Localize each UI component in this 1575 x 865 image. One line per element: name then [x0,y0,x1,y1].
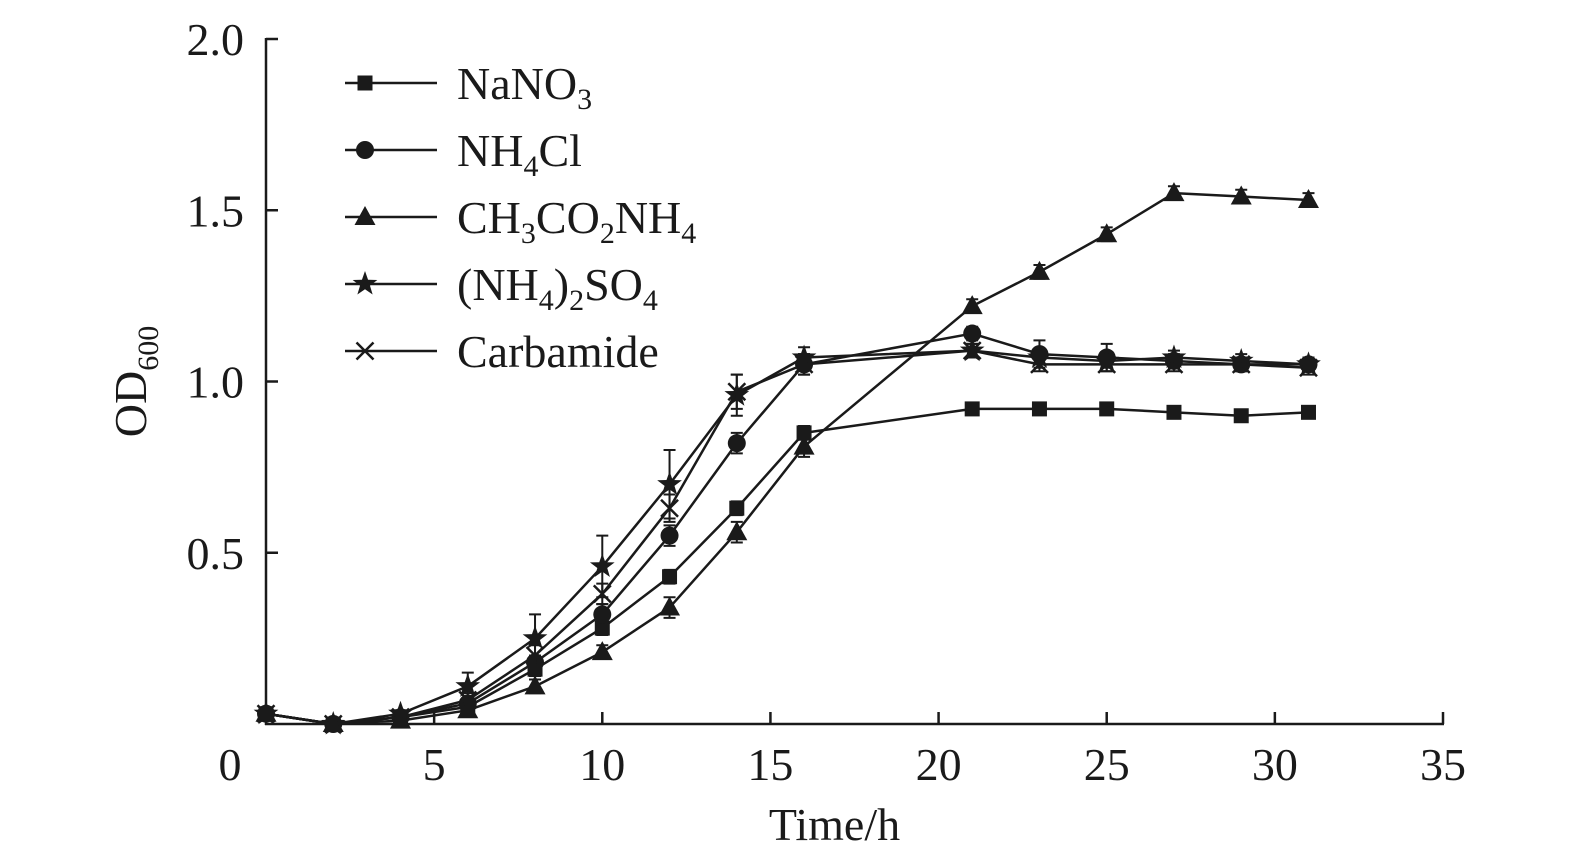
data-point [659,596,681,616]
data-point [593,605,612,624]
data-point [457,699,479,719]
data-point [964,401,980,417]
data-point [963,324,982,343]
data-point [1097,354,1117,374]
legend-item: NaNO3 [345,58,592,116]
series-line [265,407,1309,726]
legend-label: CH3CO2NH4 [457,192,696,250]
data-point [1233,408,1249,424]
legend-item: (NH4)2SO4 [345,259,658,317]
data-point [525,646,545,665]
legend-marker [357,75,373,91]
legend-marker [356,141,374,159]
legend-label: (NH4)2SO4 [457,259,658,317]
data-point [1297,188,1319,208]
data-point [522,625,548,649]
series-circle [257,324,1318,733]
legend-marker [355,341,375,361]
data-point [727,382,747,402]
x-tick-label: 25 [1084,739,1130,790]
x-tick-label: 30 [1252,739,1298,790]
y-tick-label: 1.0 [187,357,245,408]
data-point [589,553,615,577]
series-star [253,337,1321,735]
legend: NaNO3 NH4Cl CH3CO2NH4 (NH4)2SO4 Carbamide [345,58,696,377]
data-point [592,584,612,604]
x-tick-label: 10 [579,739,625,790]
legend-label: NaNO3 [457,58,592,116]
data-point [1099,401,1115,417]
y-axis-label: OD600 [105,326,165,437]
data-point [1231,354,1251,374]
legend-marker [354,206,376,225]
data-point [458,690,478,710]
data-point [729,500,745,516]
data-point [1300,404,1316,420]
data-point [1028,260,1050,280]
legend-marker [352,271,378,295]
x-tick-label: 35 [1420,739,1466,790]
x-tick-label: 20 [916,739,962,790]
series-line [265,349,1309,726]
y-ticks: 0.5 1.0 1.5 2.0 [187,14,278,579]
data-point [793,435,815,455]
y-tick-label: 1.5 [187,185,245,236]
series-line [265,349,1309,726]
data-point [388,700,413,725]
legend-item: Carbamide [345,326,659,377]
data-point [1027,344,1052,369]
data-point [1163,182,1185,202]
data-point [455,673,481,697]
series-triangle [255,182,1319,732]
legend-item: CH3CO2NH4 [345,192,696,250]
axes: 0 5 10 15 20 25 30 35 0.5 1.0 1.5 2.0 [187,14,1467,790]
data-point [1161,344,1187,369]
data-point [962,341,982,361]
data-point [660,526,679,545]
series-line [265,332,1309,726]
x-tick-label: 0 [219,739,242,790]
legend-label: NH4Cl [457,125,582,183]
data-point [726,521,748,541]
y-tick-label: 2.0 [187,14,245,65]
legend-item: NH4Cl [345,125,582,183]
plot-area [253,182,1321,735]
data-point [1166,404,1182,420]
x-ticks: 0 5 10 15 20 25 30 35 [219,712,1466,790]
data-point [1031,401,1047,417]
y-axis-label-main: OD [105,371,156,437]
data-point [961,295,983,315]
data-point [1230,185,1252,205]
legend-label: Carbamide [457,326,659,377]
x-tick-label: 5 [423,739,446,790]
series-x [256,341,1318,734]
series-square [258,401,1316,732]
series-line [265,191,1309,726]
x-tick-label: 15 [747,739,793,790]
data-point [794,354,814,374]
data-point [662,569,678,585]
data-point [591,641,613,661]
y-tick-label: 0.5 [187,528,245,579]
data-point [1030,354,1049,374]
y-axis-label-sub: 600 [132,326,165,371]
data-point [1164,354,1184,374]
data-point [660,498,679,518]
data-point [1299,358,1318,378]
x-axis-label: Time/h [769,799,900,850]
data-point [727,434,746,453]
data-point [657,471,682,495]
data-point [524,675,546,695]
data-point [1096,223,1118,243]
